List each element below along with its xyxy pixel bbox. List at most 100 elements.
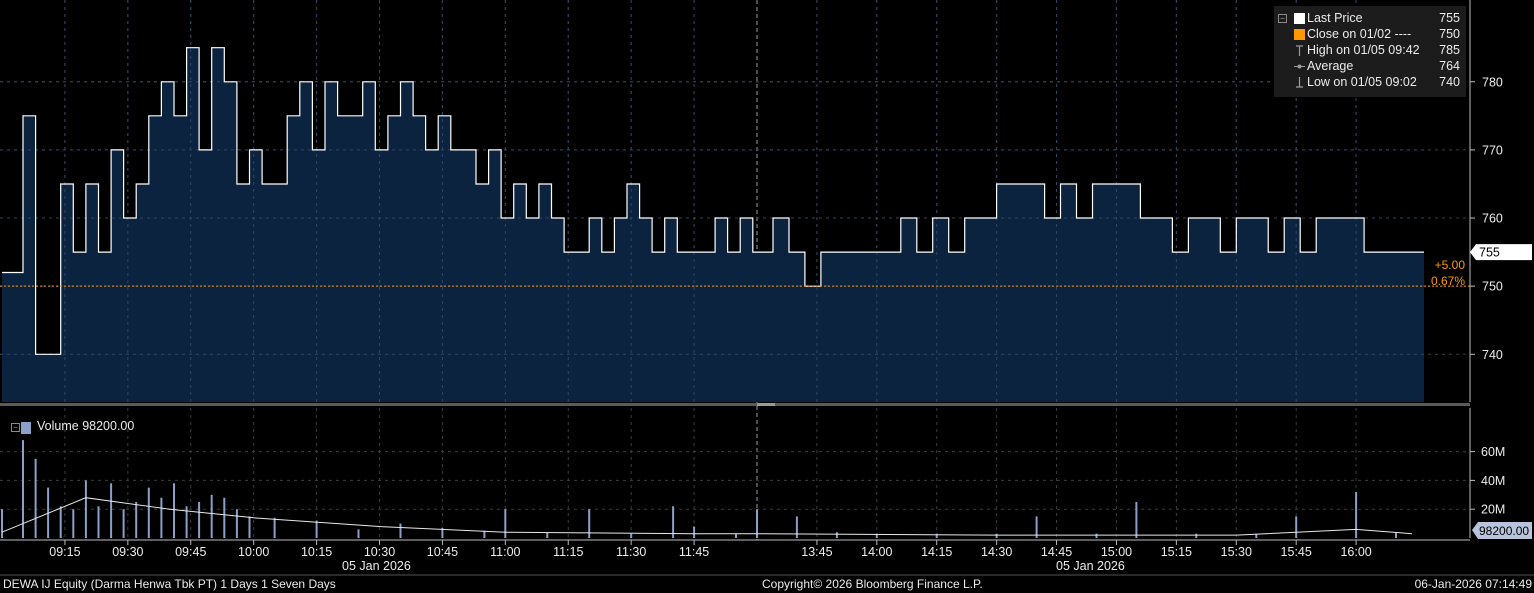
- volume-bar: [34, 458, 37, 538]
- timestamp: 06-Jan-2026 07:14:49: [1414, 577, 1532, 591]
- x-tick-label: 10:15: [301, 545, 332, 559]
- collapse-icon[interactable]: −: [11, 423, 20, 432]
- volume-bar: [160, 497, 163, 538]
- volume-bar-icon: [21, 422, 31, 434]
- volume-bar: [210, 494, 213, 538]
- x-tick-label: 11:45: [679, 545, 709, 559]
- volume-bar: [835, 532, 838, 538]
- x-tick-label: 13:45: [801, 545, 832, 559]
- price-tick-label: 760: [1482, 212, 1503, 226]
- volume-bar: [1255, 533, 1258, 538]
- volume-bar: [22, 440, 24, 538]
- x-tick-label: 11:15: [553, 545, 583, 559]
- high-marker-icon: [1296, 45, 1303, 56]
- volume-bar: [399, 523, 402, 538]
- volume-bar: [1355, 491, 1358, 538]
- volume-bar: [735, 533, 737, 538]
- panel-separator: [0, 403, 1470, 406]
- x-tick-label: 15:15: [1161, 545, 1192, 559]
- square-icon: [1294, 29, 1305, 40]
- volume-bar: [1395, 532, 1397, 538]
- x-tick-label: 14:30: [981, 545, 1012, 559]
- volume-bar: [756, 509, 758, 538]
- x-tick-label: 09:45: [175, 545, 206, 559]
- volume-bar: [672, 506, 675, 538]
- volume-bar: [995, 533, 998, 538]
- price-area: +5.00 0.67%: [0, 0, 1470, 402]
- volume-bar: [1, 509, 3, 538]
- volume-bar: [185, 506, 188, 538]
- date-label-left: 05 Jan 2026: [342, 559, 411, 573]
- change-pct-label: 0.67%: [1431, 274, 1465, 288]
- volume-bar: [1035, 516, 1038, 538]
- legend-value: 740: [1439, 75, 1460, 89]
- last-volume-tag: [1472, 522, 1532, 539]
- x-tick-label: 10:30: [364, 545, 395, 559]
- x-tick-label: 16:00: [1340, 545, 1371, 559]
- volume-bar: [504, 509, 507, 538]
- collapse-icon[interactable]: −: [1278, 14, 1287, 23]
- square-icon: [1294, 13, 1305, 24]
- price-tick-label: 740: [1482, 348, 1503, 362]
- change-abs-label: +5.00: [1435, 258, 1466, 272]
- x-tick-label: 11:30: [616, 545, 646, 559]
- volume-bar: [315, 520, 318, 538]
- volume-bar: [97, 506, 100, 538]
- volume-bar: [223, 497, 226, 538]
- price-tick-label: 770: [1482, 143, 1503, 157]
- x-tick-label: 10:00: [238, 545, 269, 559]
- legend-label: Last Price: [1307, 11, 1363, 25]
- volume-bar: [110, 483, 113, 538]
- legend-value: 750: [1439, 27, 1460, 41]
- volume-bar: [84, 480, 87, 538]
- average-marker-icon: [1294, 64, 1305, 69]
- volume-tick-label: 20M: [1481, 503, 1505, 517]
- x-tick-label: 15:30: [1221, 545, 1252, 559]
- volume-average-line: [1, 497, 1413, 536]
- x-axis: 09:15 09:30 09:45 10:00 10:15 10:30 10:45 11:00…: [0, 539, 1534, 576]
- volume-bar: [72, 509, 75, 538]
- volume-bar: [235, 509, 238, 538]
- price-legend: − Last Price 755 Close on 01/02 ---- 750…: [1274, 6, 1466, 97]
- legend-last-price[interactable]: − Last Price 755: [1274, 11, 1466, 27]
- volume-tick-label: 60M: [1481, 445, 1505, 459]
- volume-bar: [546, 532, 549, 538]
- legend-low[interactable]: Low on 01/05 09:02 740: [1274, 75, 1466, 91]
- x-tick-label: 10:45: [427, 545, 458, 559]
- legend-label: Average: [1307, 59, 1354, 73]
- volume-bar: [795, 516, 798, 538]
- volume-bar: [875, 533, 878, 538]
- legend-value: 755: [1439, 11, 1460, 25]
- price-line: [2, 47, 1424, 355]
- x-tick-label: 14:15: [921, 545, 952, 559]
- last-volume-tag-label: 98200.00: [1479, 524, 1529, 538]
- price-tick-label: 750: [1482, 280, 1503, 294]
- security-description: DEWA IJ Equity (Darma Henwa Tbk PT) 1 Da…: [3, 577, 336, 591]
- volume-bar: [1095, 533, 1098, 538]
- x-tick-label: 09:30: [112, 545, 143, 559]
- x-tick-label: 14:00: [861, 545, 892, 559]
- legend-value: 785: [1439, 43, 1460, 57]
- volume-y-axis: 20M 40M 60M 98200.00: [1469, 408, 1532, 539]
- legend-average[interactable]: Average 764: [1274, 59, 1466, 75]
- last-price-tag: [1470, 244, 1532, 261]
- volume-tick-label: 40M: [1481, 474, 1505, 488]
- volume-grid: [0, 408, 1470, 538]
- x-tick-label: 14:45: [1041, 545, 1072, 559]
- last-price-tag-label: 755: [1479, 246, 1500, 260]
- legend-high[interactable]: High on 01/05 09:42 785: [1274, 43, 1466, 59]
- volume-bar: [248, 516, 251, 538]
- volume-bar: [135, 502, 138, 538]
- price-tick-label: 780: [1482, 75, 1503, 89]
- legend-prev-close[interactable]: Close on 01/02 ---- 750: [1274, 27, 1466, 43]
- volume-bar: [59, 506, 62, 538]
- price-y-axis: 740 750 760 770 780 755: [1469, 0, 1532, 402]
- volume-bar: [1195, 533, 1198, 538]
- volume-bar: [693, 526, 696, 538]
- panel-divider[interactable]: [0, 403, 1470, 406]
- legend-label: Low on 01/05 09:02: [1307, 75, 1417, 89]
- volume-bar: [1295, 516, 1298, 538]
- price-fill: [2, 47, 1424, 402]
- volume-bar: [122, 509, 125, 538]
